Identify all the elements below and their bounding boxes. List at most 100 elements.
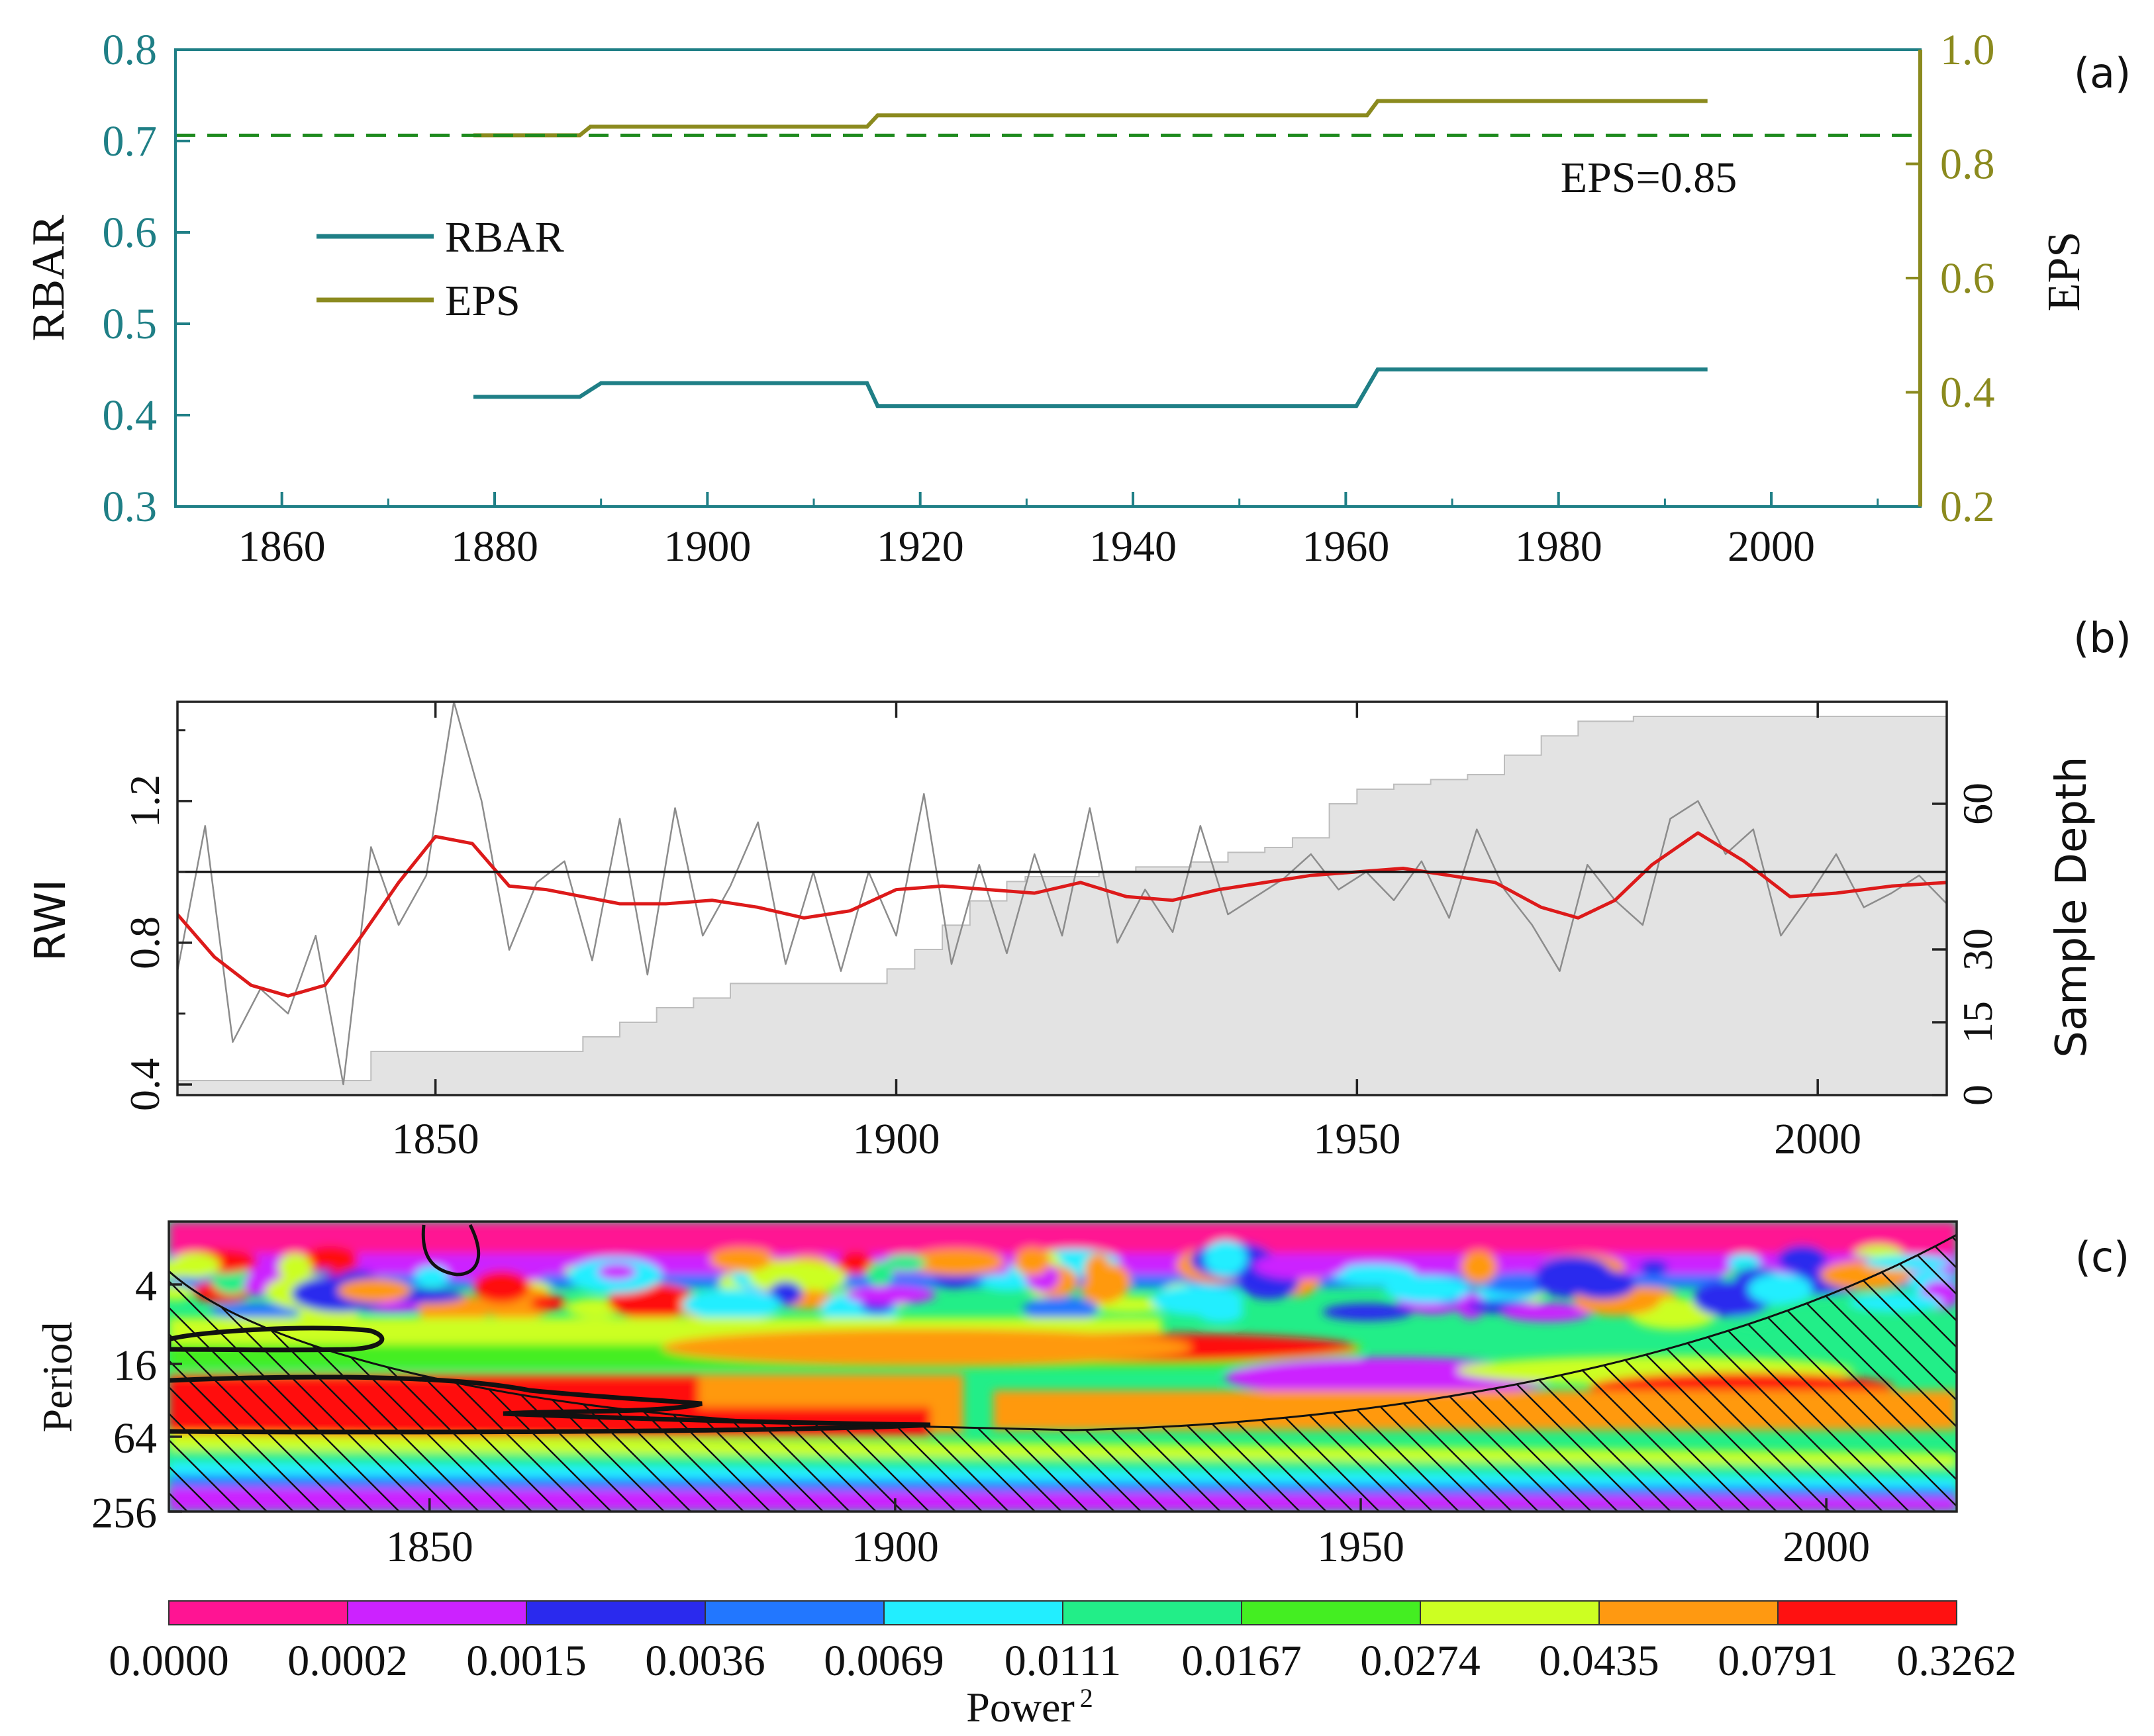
panel-b-tick-labels: 1850 1900 1950 2000 0.4 0.8 1.2 0 15 30 60: [121, 775, 2001, 1163]
wavelet-blob: [1384, 1276, 1470, 1303]
panel-a-frame: [174, 48, 1922, 508]
panel-a-left-tick-label: 0.3: [103, 483, 158, 531]
wavelet-blob: [709, 1247, 773, 1272]
series-rbar-line: [473, 367, 1708, 409]
panel-a: 1860 1880 1900 1920 1940 1960 1980 2000 0.3 0.4 0.…: [23, 26, 2131, 571]
panel-a-right-tick-label: 0.4: [1940, 369, 1995, 417]
eps-threshold-label: EPS=0.85: [1561, 154, 1737, 202]
colorbar-segment: [705, 1600, 885, 1625]
colorbar-tick-label: 0.0111: [1004, 1637, 1122, 1685]
colorbar-segment: [347, 1600, 527, 1625]
panel-a-right-axis-label: EPS: [2039, 232, 2090, 312]
panel-a-x-tick-label: 1860: [238, 522, 326, 571]
colorbar-tick-label: 0.0791: [1718, 1637, 1838, 1685]
colorbar-tick-label: 0.0015: [466, 1637, 587, 1685]
wavelet-blob: [1777, 1245, 1827, 1273]
panel-c-x-tick-label: 2000: [1783, 1523, 1870, 1571]
panel-c-x-tick-label: 1950: [1317, 1523, 1404, 1571]
panel-c-x-tick-label: 1900: [852, 1523, 939, 1571]
panel-a-right-tick-label: 0.6: [1940, 254, 1995, 303]
cone-of-influence: [169, 1233, 1957, 1512]
wavelet-blob: [885, 1254, 927, 1271]
panel-a-left-tick-label: 0.8: [103, 26, 158, 74]
panel-c-ticks: [169, 1283, 1828, 1513]
panel-b: 1850 1900 1950 2000 0.4 0.8 1.2 0 15 30 60 RWI Sam…: [26, 614, 2131, 1163]
panel-b-right-tick-label: 30: [1954, 928, 2001, 971]
colorbar-tick-label: 0.0069: [824, 1637, 944, 1685]
panel-a-left-tick-label: 0.6: [103, 209, 158, 257]
panel-a-tick-labels: 1860 1880 1900 1920 1940 1960 1980 2000 0.3 0.4 0.…: [103, 26, 1995, 571]
colorbar-segment: [1777, 1600, 1957, 1625]
panel-b-right-tick-label: 15: [1954, 1001, 2001, 1043]
wavelet-blob: [1322, 1303, 1413, 1321]
panel-a-x-tick-label: 1940: [1089, 522, 1177, 571]
wavelet-blob: [837, 1251, 875, 1275]
wavelet-blob: [301, 1245, 359, 1276]
panel-b-left-tick-label: 0.8: [121, 916, 168, 969]
panel-b-label: (b): [2073, 614, 2131, 662]
wavelet-blob: [530, 1294, 567, 1312]
panel-a-x-tick-label: 2000: [1728, 522, 1815, 571]
colorbar-segment: [526, 1600, 706, 1625]
colorbar: [168, 1600, 1957, 1625]
panel-a-legend: RBAR EPS: [317, 213, 564, 325]
colorbar-tick-label: 0.0435: [1539, 1637, 1659, 1685]
wavelet-blob: [338, 1278, 411, 1302]
wavelet-blob: [1253, 1253, 1347, 1279]
wavelet-blob: [1151, 1284, 1244, 1316]
smoothed-rwi-line: [177, 831, 1947, 998]
wavelet-blob: [1204, 1240, 1248, 1277]
panel-a-left-tick-label: 0.5: [103, 300, 158, 348]
panel-c-y-tick-label: 256: [91, 1489, 157, 1537]
colorbar-segment: [1420, 1600, 1600, 1625]
panel-c-label: (c): [2075, 1233, 2130, 1281]
wavelet-blob: [846, 1286, 936, 1304]
panel-b-right-axis-label: Sample Depth: [2047, 756, 2096, 1057]
colorbar-tick-label: 0.0000: [109, 1637, 229, 1685]
wavelet-blob: [1461, 1250, 1497, 1284]
wavelet-blob: [981, 1274, 1035, 1292]
wavelet-blob: [682, 1288, 781, 1321]
panel-b-left-axis-label: RWI: [26, 879, 75, 961]
wavelet-blob: [675, 1256, 710, 1274]
wavelet-blob: [597, 1263, 636, 1280]
legend-rbar-label: RBAR: [445, 213, 564, 262]
panel-a-left-tick-label: 0.4: [103, 391, 158, 440]
colorbar-tick-label: 0.0002: [287, 1637, 408, 1685]
panel-a-x-tick-label: 1920: [877, 522, 964, 571]
panel-c: 1850 1900 1950 2000 4 16 64 256 Period (c) 0.00…: [34, 1220, 2130, 1731]
panel-b-series: [177, 702, 1947, 1086]
panel-a-label: (a): [2074, 49, 2131, 97]
panel-b-left-tick-label: 0.4: [121, 1058, 168, 1111]
panel-b-x-tick-label: 2000: [1774, 1115, 1861, 1163]
wavelet-blob: [473, 1270, 530, 1303]
panel-a-left-axis-label: RBAR: [23, 215, 74, 341]
panel-a-left-tick-label: 0.7: [103, 117, 158, 166]
panel-c-frame: [168, 1220, 1958, 1513]
panel-a-series: [473, 99, 1708, 409]
series-eps-line: [473, 99, 1708, 138]
panel-c-axis-label: Period: [34, 1322, 81, 1432]
colorbar-title-superscript: 2: [1080, 1683, 1093, 1713]
panel-b-x-tick-label: 1850: [392, 1115, 479, 1163]
panel-b-frame: [176, 700, 1948, 1096]
panel-a-x-tick-label: 1980: [1515, 522, 1602, 571]
colorbar-tick-labels: 0.0000 0.0002 0.0015 0.0036 0.0069 0.0111 0.01…: [109, 1637, 2017, 1685]
wavelet-blob: [1569, 1269, 1636, 1300]
colorbar-segment: [1598, 1600, 1779, 1625]
panel-a-x-tick-label: 1880: [451, 522, 538, 571]
wavelet-blob: [1501, 1303, 1593, 1322]
panel-c-y-tick-label: 64: [113, 1414, 157, 1463]
panel-b-x-tick-label: 1900: [853, 1115, 940, 1163]
wavelet-blob: [1332, 1264, 1416, 1286]
colorbar-title: Power 2: [966, 1683, 1093, 1731]
colorbar-segment: [1062, 1600, 1242, 1625]
wavelet-blob: [1022, 1296, 1099, 1322]
legend-eps-label: EPS: [445, 277, 520, 325]
panel-a-right-tick-label: 1.0: [1940, 26, 1995, 74]
wavelet-blob: [866, 1262, 893, 1286]
panel-c-tick-labels: 1850 1900 1950 2000 4 16 64 256: [91, 1262, 1870, 1571]
panel-b-right-tick-label: 60: [1954, 783, 2001, 825]
wavelet-blobs: [169, 1240, 1957, 1331]
